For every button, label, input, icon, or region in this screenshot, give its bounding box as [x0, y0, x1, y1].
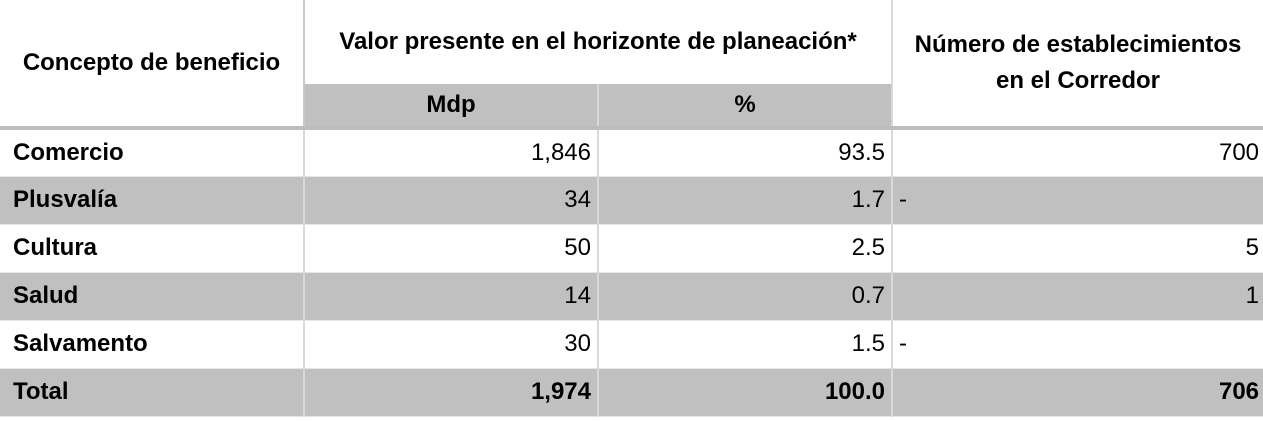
- row-mdp: 14: [304, 272, 599, 320]
- table-row: Salud 14 0.7 1: [0, 272, 1263, 320]
- row-mdp: 34: [304, 176, 599, 224]
- row-concepto: Cultura: [0, 224, 305, 272]
- total-pct: 100.0: [598, 368, 894, 416]
- row-mdp: 30: [304, 320, 599, 368]
- row-concepto: Comercio: [0, 128, 305, 176]
- row-pct: 1.7: [598, 176, 894, 224]
- header-numero-establecimientos: Número de establecimientos en el Corredo…: [892, 0, 1263, 130]
- row-concepto: Salud: [0, 272, 305, 320]
- table-row: Cultura 50 2.5 5: [0, 224, 1263, 272]
- row-num: -: [892, 320, 1263, 368]
- table-row: Plusvalía 34 1.7 -: [0, 176, 1263, 224]
- row-pct: 2.5: [598, 224, 894, 272]
- table-row-total: Total 1,974 100.0 706: [0, 368, 1263, 416]
- row-num: 5: [892, 224, 1263, 272]
- total-concepto: Total: [0, 368, 305, 416]
- total-num: 706: [892, 368, 1263, 416]
- header-concepto: Concepto de beneficio: [0, 0, 305, 130]
- row-num: 1: [892, 272, 1263, 320]
- row-mdp: 1,846: [304, 128, 599, 176]
- row-concepto: Plusvalía: [0, 176, 305, 224]
- row-num: -: [892, 176, 1263, 224]
- row-pct: 1.5: [598, 320, 894, 368]
- row-pct: 0.7: [598, 272, 894, 320]
- row-num: 700: [892, 128, 1263, 176]
- row-pct: 93.5: [598, 128, 894, 176]
- row-concepto: Salvamento: [0, 320, 305, 368]
- header-mdp: Mdp: [304, 84, 599, 130]
- table-row: Salvamento 30 1.5 -: [0, 320, 1263, 368]
- row-mdp: 50: [304, 224, 599, 272]
- table-row: Comercio 1,846 93.5 700: [0, 128, 1263, 176]
- header-pct: %: [598, 84, 894, 130]
- total-mdp: 1,974: [304, 368, 599, 416]
- header-valor-presente: Valor presente en el horizonte de planea…: [304, 0, 894, 84]
